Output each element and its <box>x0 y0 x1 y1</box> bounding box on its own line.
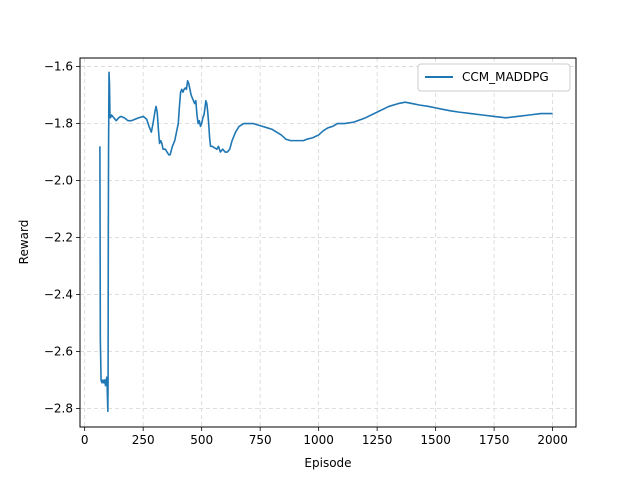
y-tick-label: −2.6 <box>44 344 73 358</box>
x-tick-label: 1000 <box>303 433 334 447</box>
x-tick-label: 1750 <box>479 433 510 447</box>
plot-frame <box>79 57 577 428</box>
x-tick-label: 1250 <box>362 433 393 447</box>
legend-label: CCM_MADDPG <box>462 70 549 84</box>
x-tick-label: 750 <box>249 433 272 447</box>
y-tick-label: −2.2 <box>44 231 73 245</box>
x-axis-label: Episode <box>304 456 351 470</box>
y-tick-label: −1.8 <box>44 117 73 131</box>
grid-lines <box>80 58 576 427</box>
legend: CCM_MADDPG <box>417 63 571 92</box>
legend-box <box>417 63 571 92</box>
x-tick-label: 500 <box>190 433 213 447</box>
x-tick-label: 0 <box>81 433 89 447</box>
y-tick-label: −2.4 <box>44 288 73 302</box>
x-axis-ticks: 0 250 500 750 1000 1250 1500 1750 2000 <box>81 427 568 447</box>
y-axis-label: Reward <box>17 220 31 265</box>
x-tick-label: 2000 <box>537 433 568 447</box>
x-tick-label: 250 <box>132 433 155 447</box>
y-axis-ticks: −2.8 −2.6 −2.4 −2.2 −2.0 −1.8 −1.6 <box>44 60 80 415</box>
y-tick-label: −1.6 <box>44 60 73 74</box>
x-tick-label: 1500 <box>420 433 451 447</box>
series-line-ccm-maddpg <box>99 71 553 413</box>
y-tick-label: −2.8 <box>44 401 73 415</box>
series-group <box>99 71 553 413</box>
y-tick-label: −2.0 <box>44 174 73 188</box>
